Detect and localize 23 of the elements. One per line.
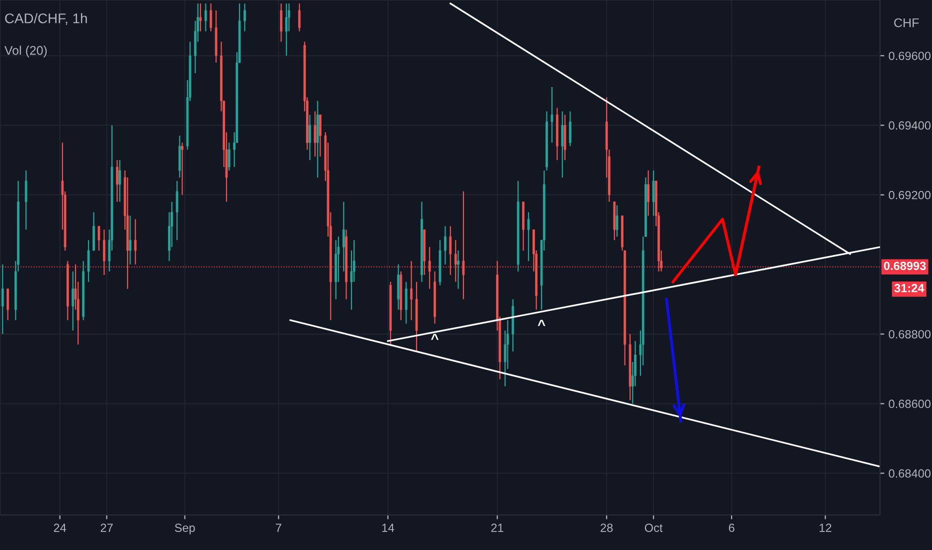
- y-tick-label: 0.69400: [888, 121, 931, 130]
- text: CAD/CHF, 1h: [5, 13, 87, 25]
- x-tick-label: 14: [382, 524, 394, 532]
- x-tick-label: 21: [491, 524, 504, 532]
- x-tick-label: 28: [600, 524, 613, 532]
- x-tick-label: Sep: [174, 524, 195, 534]
- x-tick-label: Oct: [644, 524, 663, 532]
- y-axis-title: CHF: [894, 18, 919, 28]
- annotation: Vol (20): [4, 46, 47, 58]
- annotation: ^: [431, 334, 439, 340]
- y-tick-label: 0.69200: [888, 190, 931, 200]
- y-tick-label: 0.69600: [888, 52, 931, 60]
- x-tick-label: 27: [100, 524, 113, 532]
- y-tick-label: 0.68400: [888, 469, 931, 478]
- y-tick-label: 0.68800: [888, 330, 931, 338]
- y-tick-label: 0.68600: [888, 400, 931, 408]
- x-tick-label: 12: [820, 524, 832, 532]
- text: 31:24: [894, 284, 924, 292]
- x-tick-label: 24: [54, 524, 66, 532]
- x-tick-label: 6: [728, 524, 734, 532]
- ref-line-label: 0.68993: [884, 262, 926, 270]
- x-tick-label: 7: [276, 524, 282, 532]
- annotation: ^: [538, 320, 546, 326]
